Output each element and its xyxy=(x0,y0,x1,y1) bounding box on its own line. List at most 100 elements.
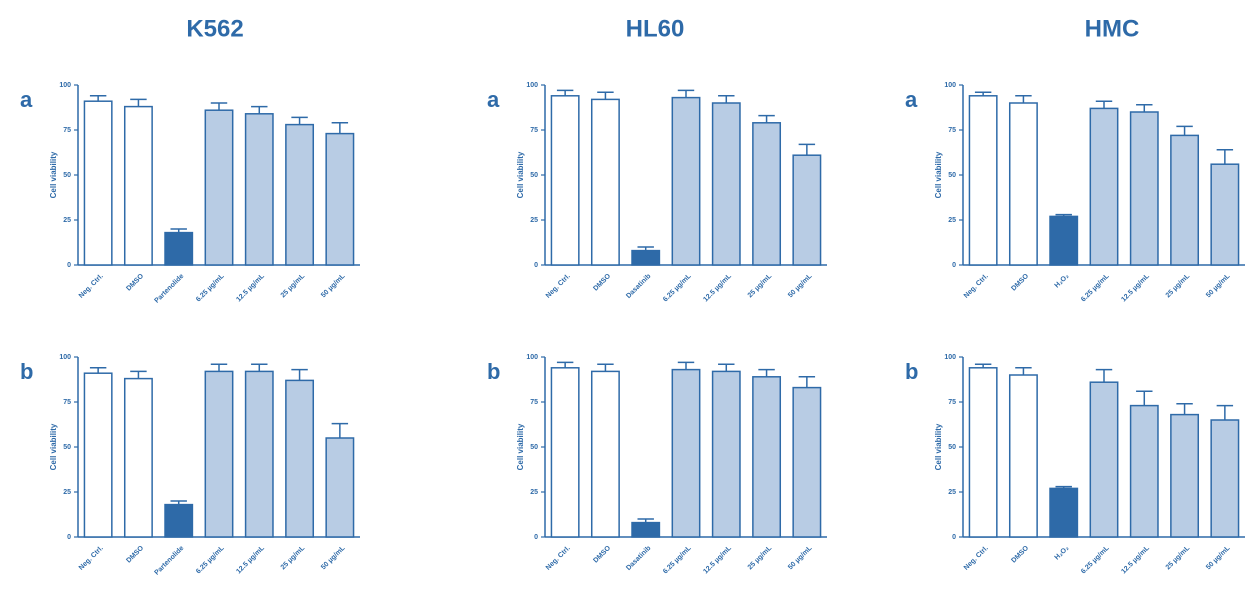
bar xyxy=(325,132,355,266)
y-axis-label: Cell viability xyxy=(516,151,525,198)
panel-label: a xyxy=(20,87,33,112)
bar xyxy=(1210,419,1240,538)
bar xyxy=(550,95,580,266)
bar xyxy=(711,370,741,538)
x-tick-label: 50 µg/mL xyxy=(787,544,814,571)
y-tick-label: 100 xyxy=(59,354,71,361)
y-axis-label: Cell viability xyxy=(934,151,943,198)
y-tick-label: 75 xyxy=(948,399,956,406)
x-tick-label: Partenolide xyxy=(154,273,186,305)
bar xyxy=(244,113,274,266)
x-tick-label: 50 µg/mL xyxy=(320,544,347,571)
y-tick-label: 100 xyxy=(944,82,956,89)
x-tick-label: 6.25 µg/mL xyxy=(195,272,226,303)
x-tick-label: 50 µg/mL xyxy=(320,272,347,299)
y-tick-label: 25 xyxy=(948,217,956,224)
y-tick-label: 0 xyxy=(952,534,956,541)
y-tick-label: 0 xyxy=(67,262,71,269)
x-tick-label: H₂O₂ xyxy=(1054,545,1071,562)
bar xyxy=(123,105,153,266)
x-tick-label: 6.25 µg/mL xyxy=(1080,272,1111,303)
x-tick-label: 50 µg/mL xyxy=(787,272,814,299)
y-tick-label: 25 xyxy=(530,217,538,224)
y-tick-label: 100 xyxy=(526,82,538,89)
y-tick-label: 75 xyxy=(948,127,956,134)
x-tick-label: Neg. Ctrl. xyxy=(963,545,990,572)
y-axis-label: Cell viability xyxy=(49,423,58,470)
bar xyxy=(752,122,782,266)
x-tick-label: 12.5 µg/mL xyxy=(702,544,733,575)
x-tick-label: Neg. Ctrl. xyxy=(545,273,572,300)
bar xyxy=(1008,374,1038,538)
x-tick-label: 12.5 µg/mL xyxy=(1120,272,1151,303)
x-tick-label: DMSO xyxy=(592,272,612,292)
y-tick-label: 50 xyxy=(948,172,956,179)
bar xyxy=(1129,111,1159,266)
bar xyxy=(1210,163,1240,266)
x-tick-label: Neg. Ctrl. xyxy=(963,273,990,300)
x-tick-label: Dasatinib xyxy=(625,545,652,572)
bar xyxy=(204,370,234,538)
bar xyxy=(204,109,234,266)
x-tick-label: Neg. Ctrl. xyxy=(78,273,105,300)
bar xyxy=(1008,102,1038,266)
x-tick-label: 12.5 µg/mL xyxy=(235,272,266,303)
x-tick-label: Dasatinib xyxy=(625,273,652,300)
bar xyxy=(631,521,661,538)
y-tick-label: 25 xyxy=(63,217,71,224)
bar xyxy=(792,386,822,538)
panel-label: a xyxy=(487,87,500,112)
bar xyxy=(325,437,355,538)
x-tick-label: 25 µg/mL xyxy=(1165,544,1192,571)
y-tick-label: 50 xyxy=(948,444,956,451)
bar xyxy=(671,368,701,538)
x-tick-label: 25 µg/mL xyxy=(747,272,774,299)
x-tick-label: DMSO xyxy=(125,272,145,292)
x-tick-label: DMSO xyxy=(125,544,145,564)
x-tick-label: 25 µg/mL xyxy=(747,544,774,571)
x-tick-label: 12.5 µg/mL xyxy=(235,544,266,575)
bar xyxy=(1129,404,1159,538)
y-tick-label: 50 xyxy=(63,172,71,179)
panel-label: a xyxy=(905,87,918,112)
bar xyxy=(968,95,998,266)
bar xyxy=(123,377,153,538)
x-tick-label: 6.25 µg/mL xyxy=(662,544,693,575)
bar xyxy=(590,98,620,266)
bar xyxy=(631,249,661,266)
bar xyxy=(164,231,194,266)
bar xyxy=(752,376,782,538)
bar xyxy=(83,100,113,266)
bar xyxy=(792,154,822,266)
y-tick-label: 25 xyxy=(530,489,538,496)
x-tick-label: Partenolide xyxy=(154,545,186,577)
bar xyxy=(711,102,741,266)
y-tick-label: 50 xyxy=(530,444,538,451)
y-tick-label: 75 xyxy=(63,399,71,406)
x-tick-label: 50 µg/mL xyxy=(1205,544,1232,571)
bar xyxy=(1170,413,1200,538)
y-axis-label: Cell viability xyxy=(516,423,525,470)
x-tick-label: 6.25 µg/mL xyxy=(1080,544,1111,575)
bar xyxy=(1049,487,1079,538)
x-tick-label: 6.25 µg/mL xyxy=(195,544,226,575)
y-tick-label: 50 xyxy=(63,444,71,451)
x-tick-label: 6.25 µg/mL xyxy=(662,272,693,303)
x-tick-label: DMSO xyxy=(592,544,612,564)
bar xyxy=(83,372,113,538)
x-tick-label: 25 µg/mL xyxy=(280,272,307,299)
panel-label: b xyxy=(487,359,500,384)
panel-label: b xyxy=(905,359,918,384)
column-title: HL60 xyxy=(626,15,685,42)
bar xyxy=(1170,134,1200,266)
bar xyxy=(1089,107,1119,266)
y-tick-label: 0 xyxy=(67,534,71,541)
x-tick-label: 25 µg/mL xyxy=(280,544,307,571)
y-tick-label: 0 xyxy=(952,262,956,269)
bar xyxy=(968,367,998,538)
y-tick-label: 100 xyxy=(944,354,956,361)
y-tick-label: 75 xyxy=(530,127,538,134)
bar xyxy=(244,370,274,538)
x-tick-label: 12.5 µg/mL xyxy=(1120,544,1151,575)
